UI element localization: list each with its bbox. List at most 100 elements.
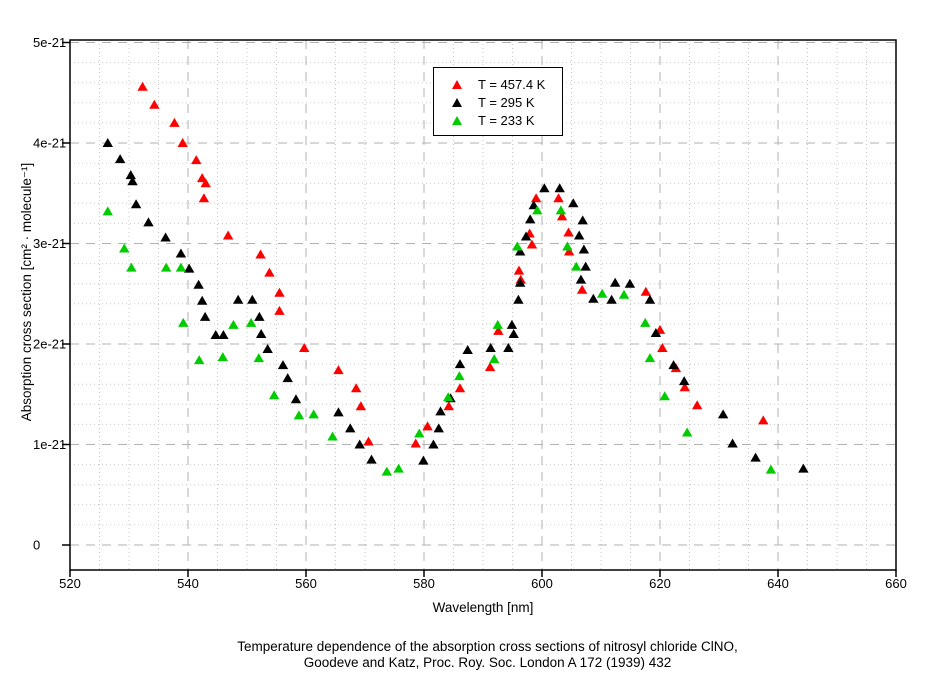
x-axis-label: Wavelength [nm]	[433, 600, 534, 615]
data-point-series-0	[556, 211, 568, 221]
data-point-series-1	[282, 373, 293, 383]
data-point-series-0	[526, 239, 538, 249]
y-tick-label: 4e-21	[33, 136, 66, 151]
data-point-series-2	[119, 243, 130, 253]
data-point-series-2	[492, 319, 503, 329]
y-tick-label: 1e-21	[33, 437, 66, 452]
data-point-series-2	[659, 391, 670, 401]
legend-item-233k: T = 233 K	[434, 111, 562, 129]
triangle-marker-icon	[452, 97, 462, 107]
data-point-series-2	[381, 466, 393, 476]
data-point-series-1	[514, 246, 526, 256]
data-point-series-0	[255, 249, 266, 259]
data-point-series-2	[489, 354, 500, 364]
data-point-series-1	[262, 344, 273, 354]
data-point-series-2	[308, 409, 319, 419]
data-point-series-1	[462, 345, 473, 355]
data-point-series-2	[618, 289, 630, 299]
data-point-series-1	[485, 343, 496, 353]
data-point-series-1	[503, 343, 514, 353]
data-point-series-0	[576, 284, 588, 294]
data-point-series-0	[422, 421, 433, 431]
data-point-series-0	[530, 193, 542, 203]
data-point-series-2	[293, 410, 305, 420]
caption-line-1: Temperature dependence of the absorption…	[237, 639, 738, 654]
data-point-series-1	[418, 455, 429, 465]
plot-frame	[69, 39, 897, 571]
data-point-series-2	[245, 317, 257, 327]
data-point-series-2	[644, 353, 656, 363]
data-point-series-1	[255, 328, 267, 338]
data-point-series-0	[333, 365, 344, 375]
data-point-series-1	[717, 409, 729, 419]
data-point-series-2	[194, 355, 205, 365]
data-point-series-2	[512, 241, 523, 251]
data-point-series-0	[443, 401, 454, 411]
data-point-series-2	[562, 241, 573, 251]
data-point-series-1	[454, 359, 466, 369]
data-point-series-0	[350, 383, 362, 393]
data-point-series-1	[750, 452, 761, 462]
data-point-series-1	[578, 244, 590, 254]
data-point-series-2	[442, 392, 454, 402]
legend-label: T = 295 K	[478, 94, 535, 110]
data-point-series-2	[217, 352, 229, 362]
data-point-series-1	[210, 329, 221, 339]
data-point-series-0	[657, 343, 668, 353]
data-point-series-1	[668, 360, 679, 370]
data-point-series-1	[506, 319, 518, 329]
data-point-series-0	[200, 178, 211, 188]
y-tick-label: 0	[33, 538, 40, 553]
data-point-series-0	[758, 415, 769, 425]
data-point-series-0	[222, 230, 234, 240]
data-point-series-0	[493, 325, 504, 335]
data-point-series-1	[435, 406, 446, 416]
y-tick-label: 2e-21	[33, 337, 66, 352]
data-point-series-2	[102, 206, 113, 216]
data-point-series-1	[366, 454, 377, 464]
data-point-series-1	[354, 439, 365, 449]
data-point-series-1	[102, 138, 113, 147]
data-point-series-1	[183, 263, 195, 273]
legend-item-295k: T = 295 K	[434, 93, 562, 111]
data-point-series-2	[175, 262, 187, 272]
legend: T = 457.4 K T = 295 K T = 233 K	[433, 67, 563, 136]
data-point-series-0	[691, 400, 703, 410]
data-point-series-2	[253, 353, 264, 363]
data-point-series-1	[798, 463, 809, 473]
data-point-series-2	[532, 205, 543, 215]
data-point-series-0	[454, 383, 466, 393]
data-point-series-2	[126, 262, 137, 272]
x-tick-label: 540	[177, 576, 199, 591]
data-point-series-1	[513, 294, 524, 304]
data-point-series-1	[143, 217, 154, 227]
data-point-series-2	[327, 431, 338, 441]
data-point-series-1	[568, 198, 579, 208]
data-point-series-2	[596, 288, 608, 298]
triangle-marker-icon	[452, 79, 462, 89]
legend-label: T = 457.4 K	[478, 76, 546, 92]
caption-line-2: Goodeve and Katz, Proc. Roy. Soc. London…	[303, 655, 672, 670]
y-tick-label: 3e-21	[33, 236, 66, 251]
y-axis-label: Absorption cross section [cm² · molecule…	[19, 163, 34, 421]
x-tick-label: 600	[531, 576, 553, 591]
data-point-series-0	[177, 138, 188, 147]
data-point-series-1	[277, 360, 289, 370]
data-point-series-1	[127, 176, 138, 186]
data-point-series-1	[130, 199, 142, 209]
data-point-series-1	[520, 231, 532, 241]
data-point-series-1	[433, 423, 444, 433]
y-tick-label: 5e-21	[33, 35, 66, 50]
data-point-series-2	[160, 262, 172, 272]
data-point-series-2	[681, 427, 693, 437]
x-tick-label: 520	[59, 576, 81, 591]
data-point-series-1	[609, 277, 621, 287]
data-point-series-1	[345, 423, 356, 433]
data-point-series-2	[178, 317, 189, 327]
data-point-series-0	[198, 193, 210, 203]
data-point-series-0	[274, 287, 285, 297]
data-point-series-0	[679, 382, 690, 392]
data-point-series-1	[218, 329, 229, 339]
data-point-series-1	[232, 294, 244, 304]
data-point-series-2	[571, 261, 582, 271]
